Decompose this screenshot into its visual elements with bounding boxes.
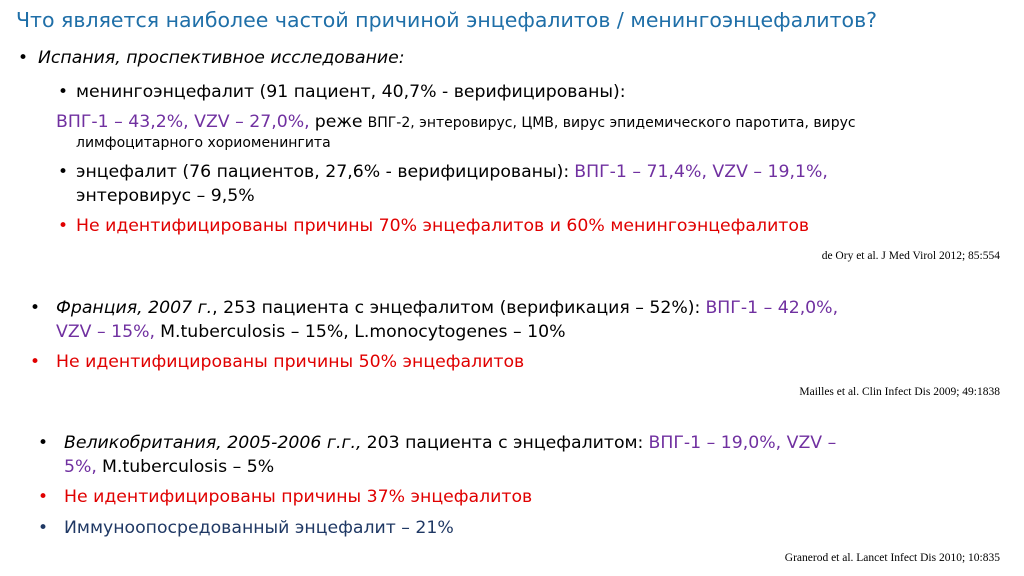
bullet-icon: •: [58, 82, 69, 102]
bullet-icon: •: [38, 487, 49, 507]
uk-causes: ВПГ-1 – 19,0%, VZV –: [648, 433, 837, 453]
spain-rarely-list-cont: лимфоцитарного хориоменингита: [76, 135, 331, 151]
france-row2: VZV – 15%, M.tuberculosis – 15%, L.monoc…: [56, 320, 566, 344]
bullet-icon: •: [18, 48, 29, 68]
uk-desc: 203 пациента с энцефалитом:: [366, 433, 644, 453]
bullet-icon: •: [38, 518, 49, 538]
france-vzv: VZV – 15%,: [56, 322, 156, 342]
spain-encephalitis-line: энцефалит (76 пациентов, 27,6% - верифиц…: [76, 162, 570, 182]
uk-causes-rest: M.tuberculosis – 5%: [102, 457, 275, 477]
spain-reference: de Ory et al. J Med Virol 2012; 85:554: [821, 250, 1000, 262]
spain-mening-causes: ВПГ-1 – 43,2%, VZV – 27,0%,: [56, 112, 310, 132]
bullet-icon: •: [58, 162, 69, 182]
spain-unidentified: Не идентифицированы причины 70% энцефали…: [76, 216, 810, 236]
bullet-icon: •: [30, 298, 41, 318]
france-causes: ВПГ-1 – 42,0%,: [705, 298, 839, 318]
france-reference: Mailles et al. Clin Infect Dis 2009; 49:…: [799, 386, 1000, 398]
spain-heading: Испания, проспективное исследование:: [38, 48, 405, 68]
spain-encephalitis-causes: ВПГ-1 – 71,4%, VZV – 19,1%,: [574, 162, 828, 182]
spain-encephalitis-row: энцефалит (76 пациентов, 27,6% - верифиц…: [76, 160, 828, 184]
spain-rarely-word: реже: [314, 112, 363, 132]
uk-unidentified: Не идентифицированы причины 37% энцефали…: [64, 487, 533, 507]
uk-immune: Иммуноопосредованный энцефалит – 21%: [64, 518, 454, 538]
france-desc: , 253 пациента с энцефалитом (верификаци…: [212, 298, 701, 318]
france-row: Франция, 2007 г., 253 пациента с энцефал…: [56, 296, 838, 320]
uk-reference: Granerod et al. Lancet Infect Dis 2010; …: [784, 552, 1000, 564]
france-country: Франция, 2007 г.: [56, 298, 213, 318]
spain-mening-causes-row: ВПГ-1 – 43,2%, VZV – 27,0%, реже ВПГ-2, …: [56, 110, 856, 134]
bullet-icon: •: [30, 352, 41, 372]
bullet-icon: •: [58, 216, 69, 236]
uk-vzv: 5%,: [64, 457, 97, 477]
france-causes-rest: M.tuberculosis – 15%, L.monocytogenes – …: [160, 322, 566, 342]
slide-title: Что является наиболее частой причиной эн…: [16, 8, 878, 32]
uk-country: Великобритания, 2005-2006 г.г.,: [64, 433, 362, 453]
spain-rarely-list: ВПГ-2, энтеровирус, ЦМВ, вирус эпидемиче…: [367, 115, 856, 131]
bullet-icon: •: [38, 433, 49, 453]
spain-encephalitis-line2: энтеровирус – 9,5%: [76, 186, 255, 206]
uk-row2: 5%, M.tuberculosis – 5%: [64, 455, 274, 479]
france-unidentified: Не идентифицированы причины 50% энцефали…: [56, 352, 525, 372]
uk-row: Великобритания, 2005-2006 г.г., 203 паци…: [64, 431, 836, 455]
spain-meningoencephalitis-line: менингоэнцефалит (91 пациент, 40,7% - ве…: [76, 82, 626, 102]
